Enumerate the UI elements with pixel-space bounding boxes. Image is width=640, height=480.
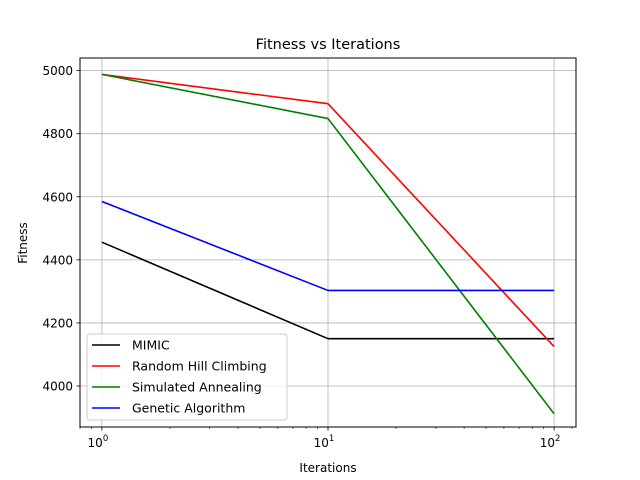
x-tick-exponent: 1 bbox=[329, 434, 334, 444]
x-tick-base: 10 bbox=[314, 436, 329, 450]
x-tick-base: 10 bbox=[88, 436, 103, 450]
legend-label: Random Hill Climbing bbox=[132, 359, 267, 374]
y-tick-label: 4200 bbox=[42, 316, 73, 330]
y-tick-label: 4000 bbox=[42, 380, 73, 394]
series-line-4 bbox=[101, 200, 555, 292]
legend-label: MIMIC bbox=[132, 338, 170, 353]
x-axis-label: Iterations bbox=[299, 461, 356, 475]
legend-label: Simulated Annealing bbox=[132, 380, 262, 395]
y-tick-label: 5000 bbox=[42, 64, 73, 78]
y-tick-label: 4600 bbox=[42, 190, 73, 204]
y-tick-label: 4800 bbox=[42, 127, 73, 141]
x-tick-exponent: 0 bbox=[103, 434, 108, 444]
legend-box bbox=[86, 333, 288, 421]
series-line-3 bbox=[101, 73, 555, 415]
grid bbox=[80, 58, 576, 427]
x-tick-label: 102 bbox=[540, 434, 561, 450]
series-line-1 bbox=[101, 241, 555, 340]
legend-label: Genetic Algorithm bbox=[132, 401, 245, 416]
x-axis-ticks: 100 101 102 bbox=[79, 427, 573, 450]
legend: MIMIC Random Hill Climbing Simulated Annea… bbox=[86, 333, 288, 421]
y-tick-label: 4400 bbox=[42, 253, 73, 267]
y-axis-ticks: 4000 4200 4400 4600 4800 5000 bbox=[42, 64, 80, 394]
x-tick-exponent: 2 bbox=[555, 434, 560, 444]
chart-title: Fitness vs Iterations bbox=[256, 37, 401, 53]
x-tick-base: 10 bbox=[540, 436, 555, 450]
series-lines bbox=[101, 73, 555, 415]
series-line-2 bbox=[101, 73, 555, 348]
x-tick-label: 100 bbox=[88, 434, 109, 450]
y-axis-label: Fitness bbox=[16, 222, 30, 264]
x-tick-label: 101 bbox=[314, 434, 335, 450]
